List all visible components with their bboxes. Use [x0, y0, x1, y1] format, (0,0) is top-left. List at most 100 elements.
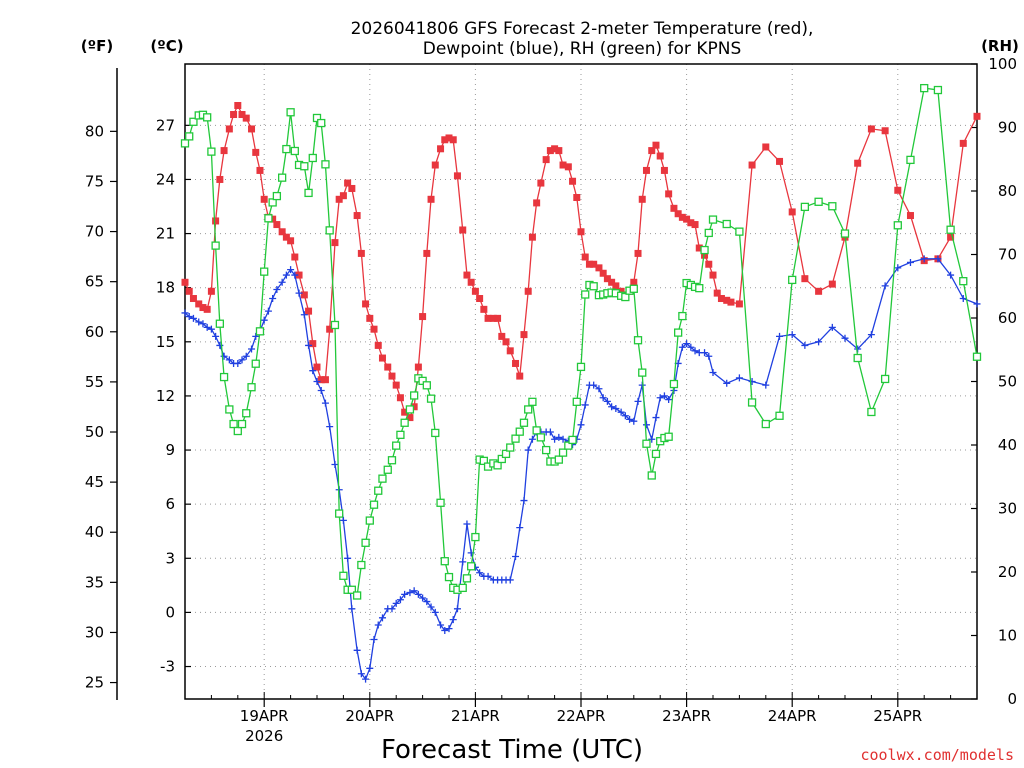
x-tick-label: 23APR	[662, 707, 711, 725]
dewpoint-point	[305, 341, 313, 349]
relative-humidity-point	[511, 434, 520, 443]
relative-humidity-point	[352, 591, 362, 600]
relative-humidity-point	[185, 132, 194, 141]
relative-humidity-point	[633, 336, 643, 345]
x-tick-year-label: 2026	[245, 727, 283, 745]
temperature-point	[273, 221, 281, 229]
relative-humidity-point	[853, 353, 862, 363]
temperature-point	[748, 161, 756, 169]
temperature-point	[348, 184, 356, 192]
temperature-point	[459, 226, 467, 234]
dewpoint-point	[234, 359, 242, 367]
relative-humidity-point	[308, 153, 317, 163]
relative-humidity-point	[814, 197, 823, 206]
temperature-point	[762, 143, 770, 151]
temperature-point	[366, 314, 374, 322]
dewpoint-point	[427, 603, 435, 611]
dewpoint-point	[841, 334, 849, 342]
temperature-point	[630, 278, 638, 286]
dewpoint-point	[656, 394, 664, 402]
rh-tick-label: 0	[1007, 690, 1017, 708]
temperature-point	[723, 296, 731, 304]
temperature-point	[278, 228, 286, 236]
temperature-point	[321, 376, 329, 384]
relative-humidity-point	[462, 574, 472, 583]
dewpoint-point	[709, 368, 717, 376]
dewpoint-point	[282, 271, 290, 279]
relative-humidity-point	[497, 454, 506, 464]
dewpoint-point	[590, 381, 598, 389]
dewpoint-point	[269, 295, 277, 303]
dewpoint-point	[660, 392, 668, 400]
x-tick-label: 25APR	[873, 707, 922, 725]
temperature-point	[585, 260, 593, 268]
temperature-point	[498, 332, 506, 340]
relative-humidity-point	[247, 383, 256, 392]
dewpoint-point	[516, 524, 524, 532]
fahrenheit-tick-label: 55	[85, 373, 104, 391]
celsius-tick-label: 18	[156, 279, 175, 297]
x-axis-title: Forecast Time (UTC)	[381, 735, 643, 765]
axes: -3 0 3 6 9 12 15 18 21 24 27 25 30 35 40 45 50 55 60 65 70 75…	[85, 55, 1017, 745]
temperature-point	[335, 195, 343, 203]
temperature-point	[317, 376, 325, 384]
dewpoint-point	[642, 421, 650, 429]
relative-humidity-point	[674, 328, 683, 337]
celsius-tick-label: 9	[165, 441, 175, 459]
temperature-point	[370, 325, 378, 333]
relative-humidity-point	[933, 85, 943, 95]
dewpoint-point	[735, 374, 743, 382]
temperature-point	[203, 305, 211, 313]
dewpoint-point	[441, 626, 449, 634]
relative-humidity-point	[558, 448, 568, 457]
dewpoint-point	[212, 332, 220, 340]
dewpoint-point	[295, 289, 303, 297]
temperature-point	[542, 156, 550, 164]
relative-humidity-point	[282, 144, 291, 154]
dewpoint-point	[551, 435, 559, 443]
relative-humidity-point	[651, 449, 661, 459]
temperature-point	[449, 136, 457, 144]
relative-humidity-point	[207, 147, 216, 156]
relative-humidity-point	[647, 471, 656, 480]
dewpoint-point	[242, 352, 250, 360]
relative-humidity-point	[312, 113, 322, 123]
rh-unit-label: (RH)	[981, 37, 1019, 55]
dewpoint-point	[453, 605, 461, 613]
dewpoint-point	[577, 421, 585, 429]
fahrenheit-tick-label: 30	[85, 623, 104, 641]
relative-humidity-point	[422, 381, 431, 390]
dewpoint-point	[353, 646, 361, 654]
temperature-point	[705, 260, 713, 268]
temperature-point	[959, 139, 967, 147]
dewpoint-point	[374, 621, 382, 629]
temperature-point	[709, 271, 717, 279]
temperature-point	[494, 314, 502, 322]
rh-tick-label: 90	[998, 119, 1017, 137]
relative-humidity-point	[378, 474, 387, 483]
dewpoint-point	[512, 552, 520, 560]
rh-tick-label: 100	[988, 55, 1017, 73]
relative-humidity-point	[325, 226, 334, 235]
fahrenheit-tick-label: 80	[85, 122, 104, 140]
temperature-point	[476, 295, 484, 303]
dewpoint-point	[317, 387, 325, 395]
relative-humidity-point	[321, 160, 330, 169]
dewpoint-point	[445, 625, 453, 633]
dewpoint-point	[264, 307, 272, 315]
temperature-point	[406, 414, 414, 422]
relative-humidity-point	[215, 319, 224, 328]
relative-humidity-point	[581, 290, 590, 299]
dewpoint-point	[431, 608, 439, 616]
relative-humidity-point	[747, 398, 757, 407]
temperature-point	[248, 125, 256, 133]
dewpoint-point	[238, 356, 246, 364]
temperature-point	[388, 372, 396, 380]
dewpoint-point	[626, 415, 634, 423]
relative-humidity-point	[906, 155, 915, 165]
dewpoint-point	[252, 332, 260, 340]
relative-humidity-point	[229, 419, 238, 429]
dewpoint-point	[801, 341, 809, 349]
dewpoint-point	[260, 316, 268, 324]
dewpoint-point	[546, 428, 554, 436]
